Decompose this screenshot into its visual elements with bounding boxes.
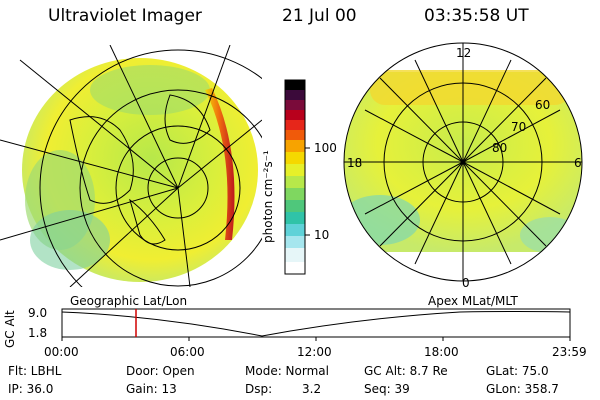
info-dsp-label: Dsp:	[245, 382, 273, 396]
colorbar-tick-100: 100	[314, 141, 337, 155]
timeline-xtick-0000: 00:00	[44, 345, 79, 359]
date: 21 Jul 00	[282, 6, 357, 26]
polar-panel-label: Apex MLat/MLT	[428, 294, 518, 308]
geo-image	[0, 45, 262, 287]
info-flt: Flt: LBHL	[8, 364, 62, 378]
info-mode: Mode: Normal	[245, 364, 329, 378]
info-gc-alt: GC Alt: 8.7 Re	[364, 364, 448, 378]
info-gain: Gain: 13	[126, 382, 177, 396]
mlt-label-12: 12	[456, 46, 472, 60]
polar-plot	[343, 42, 583, 282]
mlt-label-18: 18	[347, 156, 363, 170]
colorbar	[284, 79, 310, 275]
timeline-axis-label: GC Alt	[3, 310, 17, 348]
mlt-label-6: 6	[574, 156, 582, 170]
info-seq: Seq: 39	[364, 382, 410, 396]
info-glon: GLon: 358.7	[486, 382, 559, 396]
timeline-ytick-1-8: 1.8	[28, 326, 48, 340]
geo-panel-label: Geographic Lat/Lon	[70, 294, 188, 308]
timeline-xtick-0600: 06:00	[170, 345, 205, 359]
info-ip: IP: 36.0	[8, 382, 54, 396]
colorbar-tick-10: 10	[314, 228, 330, 242]
lat-label-60: 60	[535, 98, 551, 112]
timeline-xtick-2359: 23:59	[552, 345, 587, 359]
timeline-ytick-9: 9.0	[28, 306, 48, 320]
lat-label-80: 80	[492, 141, 508, 155]
info-door: Door: Open	[126, 364, 195, 378]
colorbar-unit-label: photon cm⁻²s⁻¹	[261, 150, 275, 243]
info-dsp-value: 3.2	[302, 382, 322, 396]
info-glat: GLat: 75.0	[486, 364, 549, 378]
lat-label-70: 70	[511, 120, 527, 134]
timeline-plot	[61, 308, 571, 341]
timeline-xtick-1200: 12:00	[297, 345, 332, 359]
timeline-xtick-1800: 18:00	[424, 345, 459, 359]
time: 03:35:58 UT	[424, 6, 529, 26]
mlt-label-0: 0	[462, 276, 470, 290]
title: Ultraviolet Imager	[48, 6, 202, 26]
